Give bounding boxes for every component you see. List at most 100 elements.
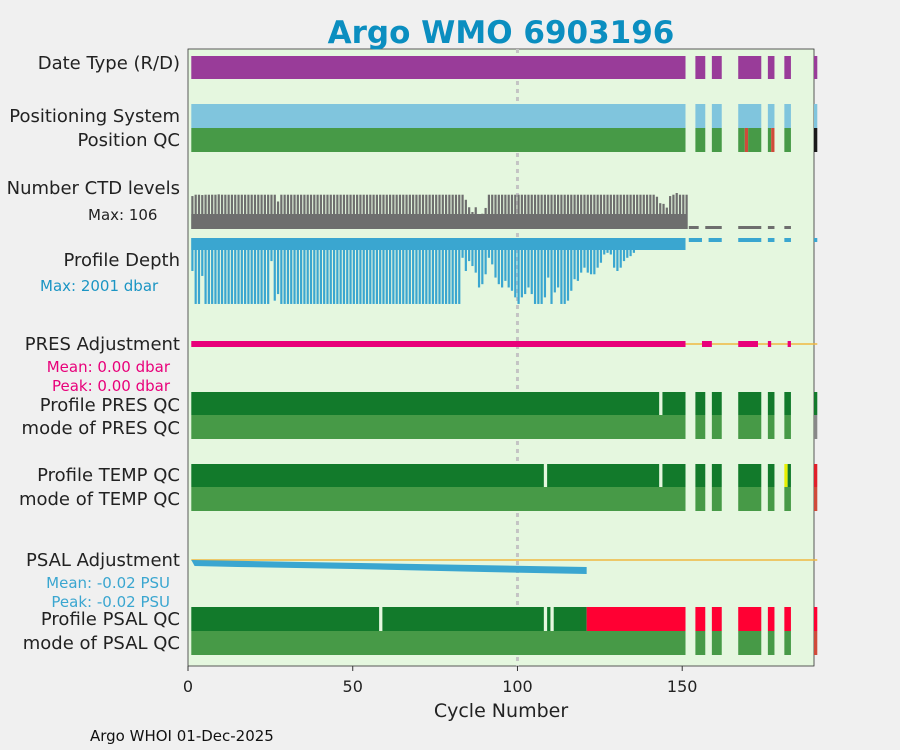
- profile-depth-stub: [784, 238, 791, 242]
- ctd-level-bar: [636, 194, 639, 229]
- ctd-level-bar: [372, 194, 375, 229]
- row-label-2: Position QC: [77, 130, 180, 151]
- profile-depth-bar: [201, 238, 204, 276]
- x-tick-label: 50: [343, 677, 363, 696]
- profile-depth-bar: [576, 238, 579, 281]
- ctd-level-bar: [194, 194, 197, 229]
- profile-depth-bar: [372, 238, 375, 304]
- ctd-level-bar: [626, 194, 629, 229]
- profile-depth-bar: [369, 238, 372, 304]
- x-tick-label: 150: [667, 677, 698, 696]
- row-label-7: mode of PRES QC: [22, 418, 180, 439]
- profile-depth-bar: [527, 238, 530, 288]
- ctd-level-bar: [560, 194, 563, 229]
- profile-depth-bar: [616, 238, 619, 271]
- profile-depth-bar: [599, 238, 603, 263]
- status-segment: [711, 487, 722, 511]
- profile-depth-bar: [260, 238, 263, 304]
- ctd-level-bar: [504, 194, 507, 229]
- ctd-level-bar: [652, 194, 655, 229]
- row-label-5: PRES Adjustment: [25, 334, 180, 355]
- ctd-level-bar: [448, 194, 451, 229]
- status-segment: [711, 392, 722, 415]
- status-segment: [662, 464, 686, 487]
- ctd-level-bar: [247, 194, 250, 229]
- profile-depth-base: [191, 238, 686, 250]
- profile-depth-bar: [362, 238, 365, 304]
- status-segment: [814, 631, 818, 655]
- profile-depth-bar: [504, 238, 507, 281]
- ctd-level-bar: [606, 194, 609, 229]
- profile-depth-bar: [194, 238, 197, 304]
- status-segment: [738, 104, 762, 128]
- profile-depth-bar: [316, 238, 319, 304]
- ctd-level-stub: [784, 226, 791, 229]
- pres-adjustment-segment: [767, 341, 772, 347]
- ctd-level-bar: [645, 194, 649, 229]
- profile-depth-bar: [507, 238, 510, 288]
- ctd-level-bar: [267, 194, 270, 229]
- row-label-9: mode of TEMP QC: [19, 489, 180, 510]
- ctd-level-bar: [649, 194, 652, 229]
- ctd-level-bar: [385, 194, 388, 229]
- ctd-level-bar: [283, 194, 286, 229]
- profile-depth-bar: [339, 238, 342, 304]
- ctd-level-bar: [563, 194, 566, 229]
- status-segment: [787, 464, 791, 487]
- profile-depth-bar: [309, 238, 313, 304]
- ctd-level-bar: [527, 194, 530, 229]
- profile-depth-bar: [398, 238, 402, 304]
- profile-depth-bar: [573, 238, 576, 280]
- ctd-level-bar: [675, 193, 678, 229]
- profile-depth-bar: [286, 238, 290, 304]
- profile-depth-bar: [395, 238, 398, 304]
- ctd-level-bar: [207, 194, 210, 229]
- ctd-level-bar: [487, 194, 491, 229]
- profile-depth-bar: [303, 238, 306, 304]
- status-segment: [784, 392, 791, 415]
- ctd-level-bar: [365, 194, 369, 229]
- ctd-level-base: [191, 214, 686, 229]
- profile-depth-bar: [553, 238, 556, 293]
- ctd-level-bar: [530, 194, 533, 229]
- profile-depth-bar: [524, 238, 527, 295]
- ctd-level-bar: [349, 194, 352, 229]
- profile-depth-bar: [464, 238, 467, 271]
- ctd-level-bar: [257, 194, 260, 229]
- ctd-level-bar: [428, 194, 431, 229]
- status-segment: [784, 56, 791, 79]
- profile-depth-bar: [342, 238, 346, 304]
- ctd-level-bar: [316, 194, 319, 229]
- ctd-level-bar: [586, 194, 589, 229]
- profile-depth-bar: [388, 238, 392, 304]
- profile-depth-bar: [280, 238, 283, 304]
- profile-depth-bar: [207, 238, 210, 304]
- ctd-level-bar: [296, 194, 299, 229]
- ctd-level-bar: [566, 194, 570, 229]
- ctd-level-bar: [359, 194, 362, 229]
- profile-depth-bar: [365, 238, 369, 304]
- profile-depth-bar: [349, 238, 352, 304]
- profile-depth-bar: [191, 238, 194, 271]
- ctd-level-bar: [319, 194, 322, 229]
- ctd-level-bar: [408, 194, 411, 229]
- profile-depth-bar: [540, 238, 543, 304]
- profile-depth-bar: [454, 238, 458, 304]
- row-label-3: Number CTD levels: [7, 178, 180, 199]
- status-segment: [738, 487, 762, 511]
- profile-depth-bar: [514, 238, 517, 298]
- adjustment-peak-label: Peak: 0.00 dbar: [52, 377, 171, 395]
- status-segment: [695, 487, 706, 511]
- chart-title: Argo WMO 6903196: [328, 15, 675, 51]
- profile-depth-bar: [336, 238, 339, 304]
- status-segment: [767, 607, 775, 631]
- profile-depth-bar: [438, 238, 441, 304]
- ctd-level-bar: [263, 194, 266, 229]
- profile-depth-bar: [520, 238, 523, 298]
- status-segment: [784, 415, 791, 439]
- ctd-level-bar: [669, 196, 672, 229]
- row-label-6: Profile PRES QC: [40, 395, 180, 416]
- ctd-level-bar: [501, 194, 504, 229]
- ctd-level-bar: [362, 194, 365, 229]
- ctd-level-bar: [303, 194, 306, 229]
